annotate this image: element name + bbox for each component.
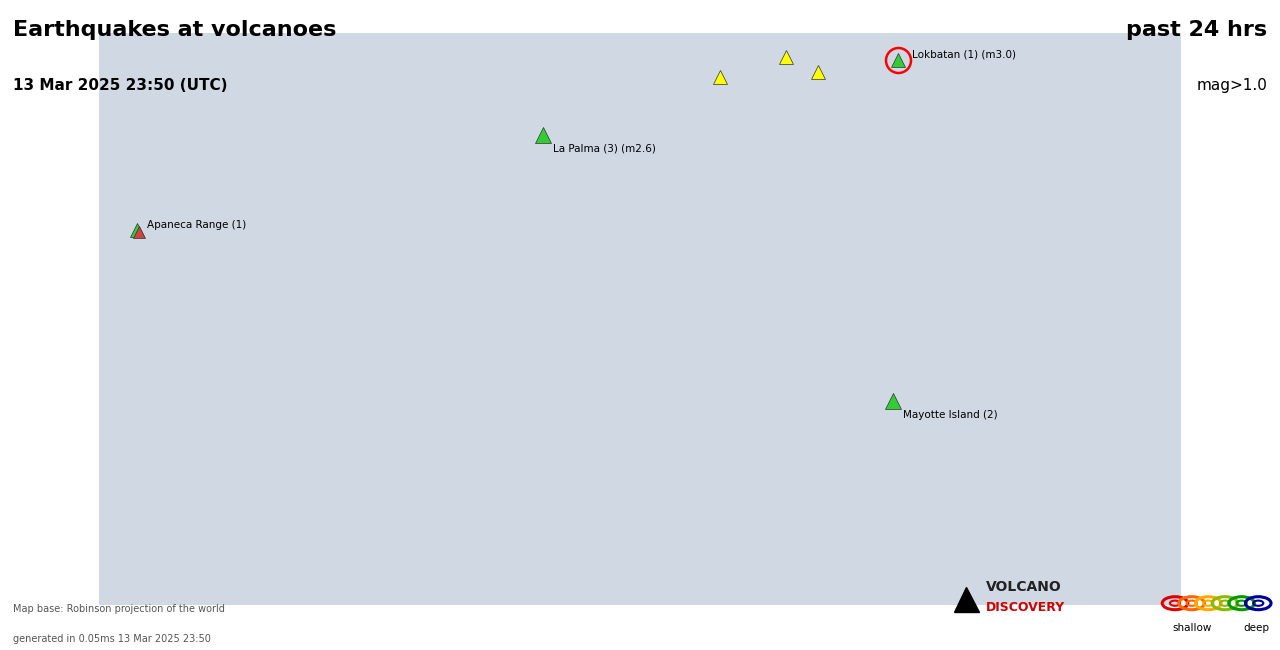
Text: Map base: Robinson projection of the world: Map base: Robinson projection of the wor… [13, 604, 225, 614]
Text: generated in 0.05ms 13 Mar 2025 23:50: generated in 0.05ms 13 Mar 2025 23:50 [13, 634, 211, 644]
Text: 13 Mar 2025 23:50 (UTC): 13 Mar 2025 23:50 (UTC) [13, 78, 228, 93]
Text: La Palma (3) (m2.6): La Palma (3) (m2.6) [553, 144, 655, 154]
Text: Earthquakes at volcanoes: Earthquakes at volcanoes [13, 20, 337, 40]
Text: past 24 hrs: past 24 hrs [1126, 20, 1267, 40]
Text: shallow: shallow [1172, 623, 1212, 632]
Text: VOLCANO: VOLCANO [986, 580, 1061, 594]
Text: deep: deep [1243, 623, 1268, 632]
Text: DISCOVERY: DISCOVERY [986, 601, 1065, 614]
Text: Apaneca Range (1): Apaneca Range (1) [147, 220, 246, 229]
Text: Lokbatan (1) (m3.0): Lokbatan (1) (m3.0) [913, 50, 1016, 60]
Text: Mayotte Island (2): Mayotte Island (2) [904, 410, 997, 420]
Text: mag>1.0: mag>1.0 [1197, 78, 1267, 93]
